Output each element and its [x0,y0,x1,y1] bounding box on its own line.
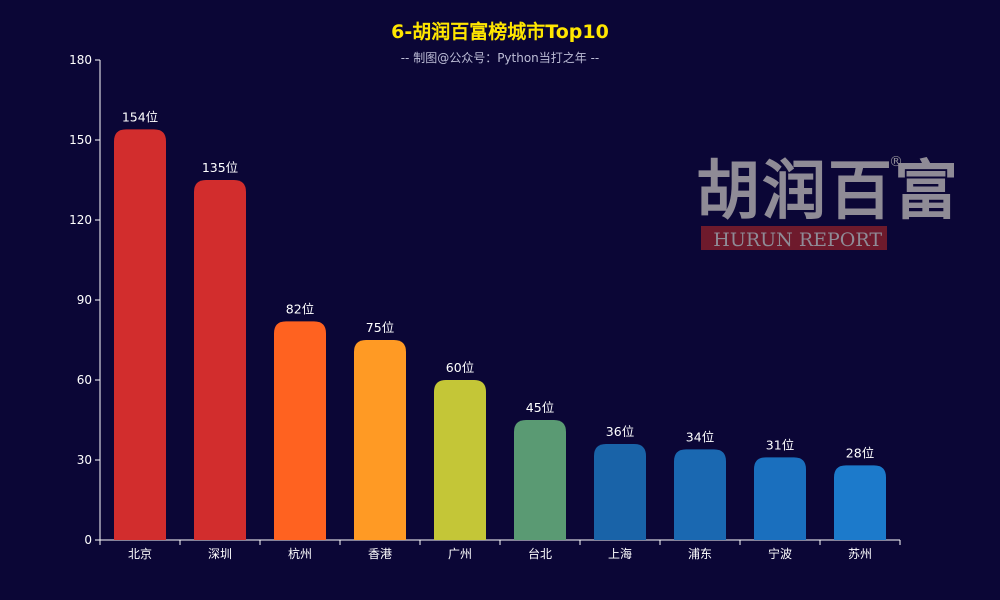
data-label-9: 28位 [846,445,874,460]
data-label-5: 45位 [526,400,554,415]
logo-banner [701,226,887,250]
data-label-7: 34位 [686,429,714,444]
x-tick-label-0: 北京 [128,547,152,561]
data-label-6: 36位 [606,424,634,439]
bar-9 [834,465,886,540]
x-tick-label-4: 广州 [448,547,472,561]
data-label-3: 75位 [366,320,394,335]
bar-6 [594,444,646,540]
x-tick-label-5: 台北 [528,546,552,561]
hurun-report-logo: 胡润百富 ® HURUN REPORT [696,154,960,251]
data-label-0: 154位 [122,109,158,124]
axes: 0 30 60 90 120 150 180 北京 深圳 杭州 香港 广州 台北 上海 浦东 宁波 苏州 [69,53,901,561]
bar-8 [754,457,806,540]
y-tick-label: 150 [69,133,92,147]
y-tick-label: 120 [69,213,92,227]
bar-1 [194,180,246,540]
x-tick-label-7: 浦东 [688,547,712,561]
bar-0 [114,129,166,541]
bar-2 [274,321,326,540]
y-tick-label: 60 [77,373,92,387]
logo-registered-mark: ® [889,154,903,170]
data-label-1: 135位 [202,160,238,175]
logo-text-cn: 胡润百富 [696,155,960,229]
chart-subtitle: -- 制图@公众号：Python当打之年 -- [401,51,600,65]
bar-4 [434,380,486,540]
x-tick-label-8: 宁波 [768,546,792,561]
bars [114,129,886,541]
data-label-4: 60位 [446,360,474,375]
data-labels: 154位 135位 82位 75位 60位 45位 36位 34位 31位 28位 [122,109,874,460]
x-tick-label-3: 香港 [368,547,392,561]
y-tick-label: 90 [77,293,92,307]
bar-3 [354,340,406,540]
data-label-8: 31位 [766,437,794,452]
x-tick-label-9: 苏州 [848,547,872,561]
bar-7 [674,449,726,540]
bar-5 [514,420,566,540]
x-tick-label-6: 上海 [608,546,632,561]
x-tick-label-1: 深圳 [208,547,232,561]
x-tick-label-2: 杭州 [288,546,312,561]
y-tick-label: 30 [77,453,92,467]
data-label-2: 82位 [286,301,314,316]
y-tick-label: 0 [84,533,92,547]
logo-text-en: HURUN REPORT [713,229,882,251]
y-tick-label: 180 [69,53,92,67]
chart-title: 6-胡润百富榜城市Top10 [391,20,609,43]
